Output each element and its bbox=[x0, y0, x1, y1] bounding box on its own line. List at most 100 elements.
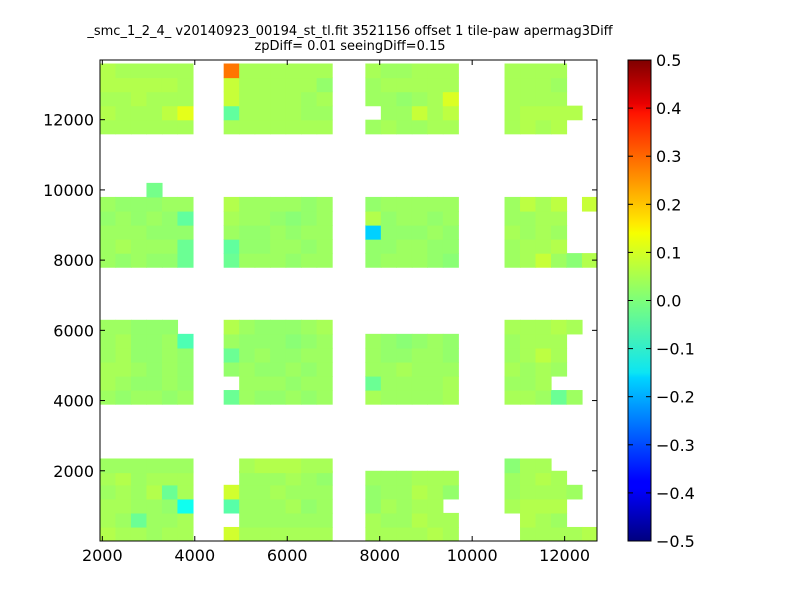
heatmap-cell bbox=[100, 253, 117, 268]
heatmap-cell bbox=[130, 105, 148, 121]
heatmap-cell bbox=[161, 239, 179, 254]
heatmap-cell bbox=[535, 196, 552, 212]
heatmap-cell bbox=[551, 333, 568, 349]
heatmap-cell bbox=[551, 484, 568, 500]
heatmap-cell bbox=[115, 239, 132, 254]
heatmap-cell bbox=[239, 347, 256, 363]
heatmap-cell bbox=[301, 119, 318, 135]
heatmap-cell bbox=[100, 333, 117, 349]
heatmap-cell bbox=[411, 375, 428, 391]
heatmap-cell bbox=[115, 105, 132, 121]
heatmap-cell bbox=[504, 225, 521, 240]
colorbar-tick-label: 0.1 bbox=[656, 243, 681, 262]
heatmap-cell bbox=[270, 253, 287, 268]
y-tick-label: 2000 bbox=[53, 462, 94, 481]
heatmap-cell bbox=[427, 119, 444, 135]
heatmap-cell bbox=[396, 498, 413, 514]
heatmap-cell bbox=[270, 239, 287, 254]
heatmap-cell bbox=[380, 347, 397, 363]
heatmap-cell bbox=[239, 512, 256, 528]
heatmap-cell bbox=[442, 333, 459, 349]
heatmap-cell bbox=[239, 196, 256, 212]
heatmap-cell bbox=[411, 470, 428, 486]
heatmap-cell bbox=[442, 361, 459, 377]
heatmap-cell bbox=[535, 119, 552, 135]
heatmap-cell bbox=[581, 196, 597, 212]
heatmap-cell bbox=[535, 210, 552, 226]
heatmap-cell bbox=[396, 239, 413, 254]
heatmap-cell bbox=[285, 225, 302, 240]
heatmap-cell bbox=[411, 119, 428, 135]
colorbar-tick-label: 0.5 bbox=[656, 51, 681, 70]
heatmap-cell bbox=[442, 390, 459, 405]
heatmap-cell bbox=[566, 319, 583, 335]
heatmap-cell bbox=[285, 253, 302, 268]
heatmap-cell bbox=[223, 390, 240, 405]
heatmap-cell bbox=[177, 196, 194, 212]
heatmap-cell bbox=[551, 210, 568, 226]
heatmap-cell bbox=[301, 196, 318, 212]
heatmap-cell bbox=[396, 253, 413, 268]
heatmap-cell bbox=[365, 119, 382, 135]
heatmap-cell bbox=[535, 361, 552, 377]
heatmap-cell bbox=[239, 119, 256, 135]
heatmap-cell bbox=[442, 484, 459, 500]
heatmap-cell bbox=[365, 470, 382, 486]
heatmap-cell bbox=[161, 361, 179, 377]
heatmap-cell bbox=[177, 119, 194, 135]
heatmap-cell bbox=[254, 91, 271, 107]
heatmap-cell bbox=[270, 225, 287, 240]
heatmap-cell bbox=[146, 182, 163, 198]
heatmap-cell bbox=[520, 470, 537, 486]
heatmap-cell bbox=[301, 526, 318, 541]
heatmap-cell bbox=[239, 375, 256, 391]
colorbar-tick-label: −0.2 bbox=[656, 388, 695, 407]
heatmap-cell bbox=[301, 484, 318, 500]
heatmap-cell bbox=[535, 333, 552, 349]
heatmap-cell bbox=[270, 210, 287, 226]
heatmap-cell bbox=[504, 63, 521, 79]
heatmap-cell bbox=[504, 105, 521, 121]
heatmap-cell bbox=[365, 498, 382, 514]
heatmap-cell bbox=[239, 239, 256, 254]
heatmap-cell bbox=[301, 105, 318, 121]
heatmap-cell bbox=[254, 498, 271, 514]
heatmap-cell bbox=[239, 210, 256, 226]
heatmap-cell bbox=[100, 498, 117, 514]
heatmap-cell bbox=[411, 484, 428, 500]
heatmap-cell bbox=[504, 484, 521, 500]
heatmap-cell bbox=[427, 347, 444, 363]
heatmap-cell bbox=[177, 210, 194, 226]
heatmap-cell bbox=[316, 470, 333, 486]
heatmap-cell bbox=[551, 390, 568, 405]
chart-subtitle: zpDiff= 0.01 seeingDiff=0.15 bbox=[254, 39, 446, 54]
heatmap-cell bbox=[396, 347, 413, 363]
heatmap-cell bbox=[130, 210, 148, 226]
heatmap-cell bbox=[177, 253, 194, 268]
heatmap-cell bbox=[254, 458, 271, 474]
heatmap-cell bbox=[427, 77, 444, 93]
heatmap-cell bbox=[177, 361, 194, 377]
heatmap-cell bbox=[396, 375, 413, 391]
heatmap-cell bbox=[442, 375, 459, 391]
heatmap-cell bbox=[316, 63, 333, 79]
heatmap-cell bbox=[504, 210, 521, 226]
heatmap-cell bbox=[411, 210, 428, 226]
heatmap-cell bbox=[130, 225, 148, 240]
heatmap-cell bbox=[146, 196, 163, 212]
heatmap-cell bbox=[239, 484, 256, 500]
heatmap-cell bbox=[270, 319, 287, 335]
heatmap-cell bbox=[581, 253, 597, 268]
heatmap-cell bbox=[223, 239, 240, 254]
heatmap-cell bbox=[504, 77, 521, 93]
heatmap-cell bbox=[427, 375, 444, 391]
heatmap-cell bbox=[177, 225, 194, 240]
heatmap-cell bbox=[239, 470, 256, 486]
heatmap-cell bbox=[177, 333, 194, 349]
heatmap-cell bbox=[301, 63, 318, 79]
heatmap-cell bbox=[535, 484, 552, 500]
heatmap-cell bbox=[223, 526, 240, 541]
heatmap-cell bbox=[411, 63, 428, 79]
heatmap-cell bbox=[442, 91, 459, 107]
heatmap-cell bbox=[380, 210, 397, 226]
